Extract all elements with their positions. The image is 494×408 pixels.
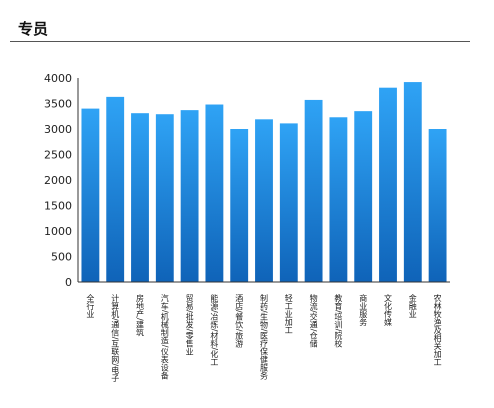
y-tick-label: 3500 (44, 98, 72, 111)
y-tick-label: 2500 (44, 149, 72, 162)
y-tick-label: 3000 (44, 123, 72, 136)
x-tick-label: 全行业 (86, 293, 95, 318)
bar (106, 96, 125, 283)
y-axis-tick-labels: 0 500 1000 1500 2000 2500 3000 3500 4000 (44, 72, 72, 289)
bar (329, 117, 348, 283)
header-divider (10, 41, 470, 42)
x-tick-label: 计算机/通信/互联网/电子 (111, 293, 120, 382)
chart-title: 专员 (18, 20, 49, 38)
x-tick-label: 轻工业加工 (284, 293, 293, 334)
x-tick-label: 酒店/餐饮/旅游 (235, 294, 244, 348)
x-tick-label: 房地产/建筑 (136, 293, 145, 338)
chart-header: 专员 (10, 16, 470, 42)
bar (205, 104, 224, 283)
y-tick-label: 0 (65, 276, 72, 289)
x-tick-label: 商业服务 (359, 293, 368, 327)
bar (131, 113, 149, 282)
y-tick-label: 4000 (44, 72, 72, 85)
bar (428, 129, 447, 282)
x-tick-label: 汽车/机械制造/仪表设备 (160, 293, 169, 380)
bar (230, 129, 249, 282)
x-tick-label: 物流/交通/仓储 (309, 293, 318, 348)
bar (155, 114, 174, 283)
y-tick-label: 2000 (44, 174, 72, 187)
x-tick-label: 文化传媒 (384, 293, 393, 327)
x-tick-label: 贸易/批发/零售业 (185, 293, 194, 355)
x-tick-label: 农林牧渔及相关加工 (433, 293, 442, 366)
bar (354, 111, 373, 283)
bar (180, 110, 199, 282)
x-axis-tick-labels: 全行业 计算机/通信/互联网/电子 房地产/建筑 汽车/机械制造/仪表设备 贸易/批发/… (86, 293, 442, 382)
bar (81, 108, 100, 282)
y-tick-label: 1000 (44, 225, 72, 238)
x-tick-label: 能源/冶炼/材料/化工 (210, 293, 219, 366)
x-tick-label: 教育/培训/院校 (334, 293, 343, 348)
x-tick-label: 金融业 (408, 293, 417, 318)
bars (81, 82, 447, 283)
y-tick-label: 1500 (44, 200, 72, 213)
bar (379, 87, 397, 282)
x-tick-label: 制药/生物/医疗保健服务 (260, 293, 269, 380)
y-tick-label: 500 (51, 251, 72, 264)
bar (255, 119, 273, 282)
bar (304, 99, 323, 283)
bar (403, 82, 422, 282)
bar (279, 123, 298, 282)
